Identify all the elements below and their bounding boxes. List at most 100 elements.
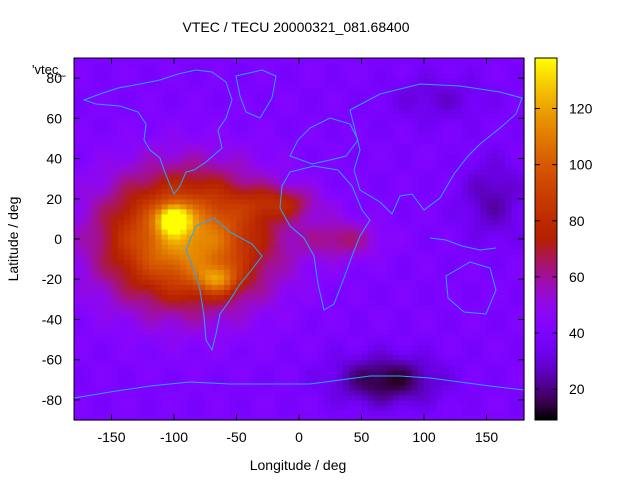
heatmap-cell	[330, 203, 338, 210]
heatmap-cell	[474, 153, 481, 160]
heatmap-cell	[436, 369, 444, 376]
heatmap-cell	[161, 329, 169, 336]
heatmap-cell	[249, 309, 256, 316]
heatmap-cell	[461, 128, 469, 135]
heatmap-cell	[392, 103, 400, 109]
heatmap-cell	[505, 389, 513, 396]
heatmap-cell	[167, 188, 175, 195]
heatmap-cell	[86, 339, 94, 346]
heatmap-cell	[74, 264, 81, 270]
heatmap-cell	[461, 223, 469, 230]
heatmap-cell	[305, 339, 313, 346]
heatmap-cell	[405, 414, 413, 421]
heatmap-cell	[424, 198, 431, 205]
heatmap-cell	[380, 354, 388, 361]
heatmap-cell	[124, 118, 131, 124]
heatmap-cell	[480, 409, 488, 416]
heatmap-cell	[80, 394, 88, 401]
heatmap-cell	[386, 249, 394, 255]
heatmap-cell	[417, 103, 425, 109]
heatmap-cell	[424, 143, 431, 150]
heatmap-cell	[117, 223, 125, 230]
heatmap-cell	[186, 414, 194, 421]
heatmap-cell	[386, 244, 394, 250]
heatmap-cell	[242, 259, 250, 265]
heatmap-cell	[99, 153, 106, 160]
heatmap-cell	[180, 324, 188, 331]
heatmap-cell	[199, 108, 206, 114]
heatmap-cell	[424, 133, 431, 140]
heatmap-cell	[274, 309, 281, 316]
heatmap-cell	[286, 218, 294, 225]
heatmap-cell	[467, 113, 475, 119]
heatmap-cell	[324, 198, 331, 205]
heatmap-cell	[255, 203, 263, 210]
heatmap-cell	[211, 148, 219, 155]
heatmap-cell	[317, 299, 325, 305]
heatmap-cell	[461, 208, 469, 215]
heatmap-cell	[180, 249, 188, 255]
heatmap-cell	[292, 148, 300, 155]
heatmap-cell	[105, 364, 113, 371]
heatmap-cell	[305, 364, 313, 371]
heatmap-cell	[105, 279, 113, 285]
heatmap-cell	[111, 349, 119, 356]
heatmap-cell	[517, 143, 525, 150]
heatmap-cell	[280, 83, 288, 89]
heatmap-cell	[399, 369, 406, 376]
heatmap-cell	[74, 274, 81, 280]
heatmap-cell	[286, 304, 294, 310]
heatmap-cell	[330, 359, 338, 366]
heatmap-cell	[74, 208, 81, 215]
heatmap-cell	[361, 203, 369, 210]
heatmap-cell	[186, 369, 194, 376]
heatmap-cell	[249, 163, 256, 170]
heatmap-cell	[86, 374, 94, 381]
heatmap-cell	[361, 183, 369, 190]
heatmap-cell	[467, 384, 475, 391]
heatmap-cell	[330, 369, 338, 376]
heatmap-cell	[249, 213, 256, 220]
heatmap-cell	[149, 188, 156, 195]
heatmap-cell	[430, 414, 438, 421]
heatmap-cell	[86, 173, 94, 180]
heatmap-cell	[374, 374, 381, 381]
heatmap-cell	[492, 153, 500, 160]
heatmap-cell	[142, 364, 150, 371]
heatmap-cell	[355, 394, 363, 401]
heatmap-cell	[417, 173, 425, 180]
heatmap-cell	[205, 389, 213, 396]
heatmap-cell	[286, 133, 294, 140]
heatmap-cell	[299, 208, 306, 215]
heatmap-cell	[299, 163, 306, 170]
heatmap-cell	[211, 359, 219, 366]
heatmap-cell	[274, 274, 281, 280]
heatmap-cell	[236, 254, 244, 260]
heatmap-cell	[461, 218, 469, 225]
heatmap-cell	[255, 314, 263, 321]
heatmap-cell	[436, 203, 444, 210]
heatmap-cell	[142, 108, 150, 114]
heatmap-cell	[130, 299, 138, 305]
heatmap-cell	[99, 203, 106, 210]
heatmap-cell	[167, 113, 175, 119]
heatmap-cell	[299, 93, 306, 99]
heatmap-cell	[399, 193, 406, 200]
heatmap-cell	[511, 329, 519, 336]
heatmap-cell	[380, 389, 388, 396]
heatmap-cell	[224, 133, 231, 140]
heatmap-cell	[117, 178, 125, 185]
heatmap-cell	[130, 233, 138, 240]
heatmap-cell	[155, 354, 163, 361]
heatmap-cell	[105, 324, 113, 331]
heatmap-cell	[142, 98, 150, 104]
heatmap-cell	[117, 213, 125, 220]
heatmap-cell	[155, 394, 163, 401]
heatmap-cell	[161, 88, 169, 94]
heatmap-cell	[505, 349, 513, 356]
heatmap-cell	[217, 218, 225, 225]
heatmap-cell	[267, 133, 275, 140]
heatmap-cell	[467, 389, 475, 396]
heatmap-cell	[411, 289, 419, 295]
heatmap-cell	[367, 249, 375, 255]
